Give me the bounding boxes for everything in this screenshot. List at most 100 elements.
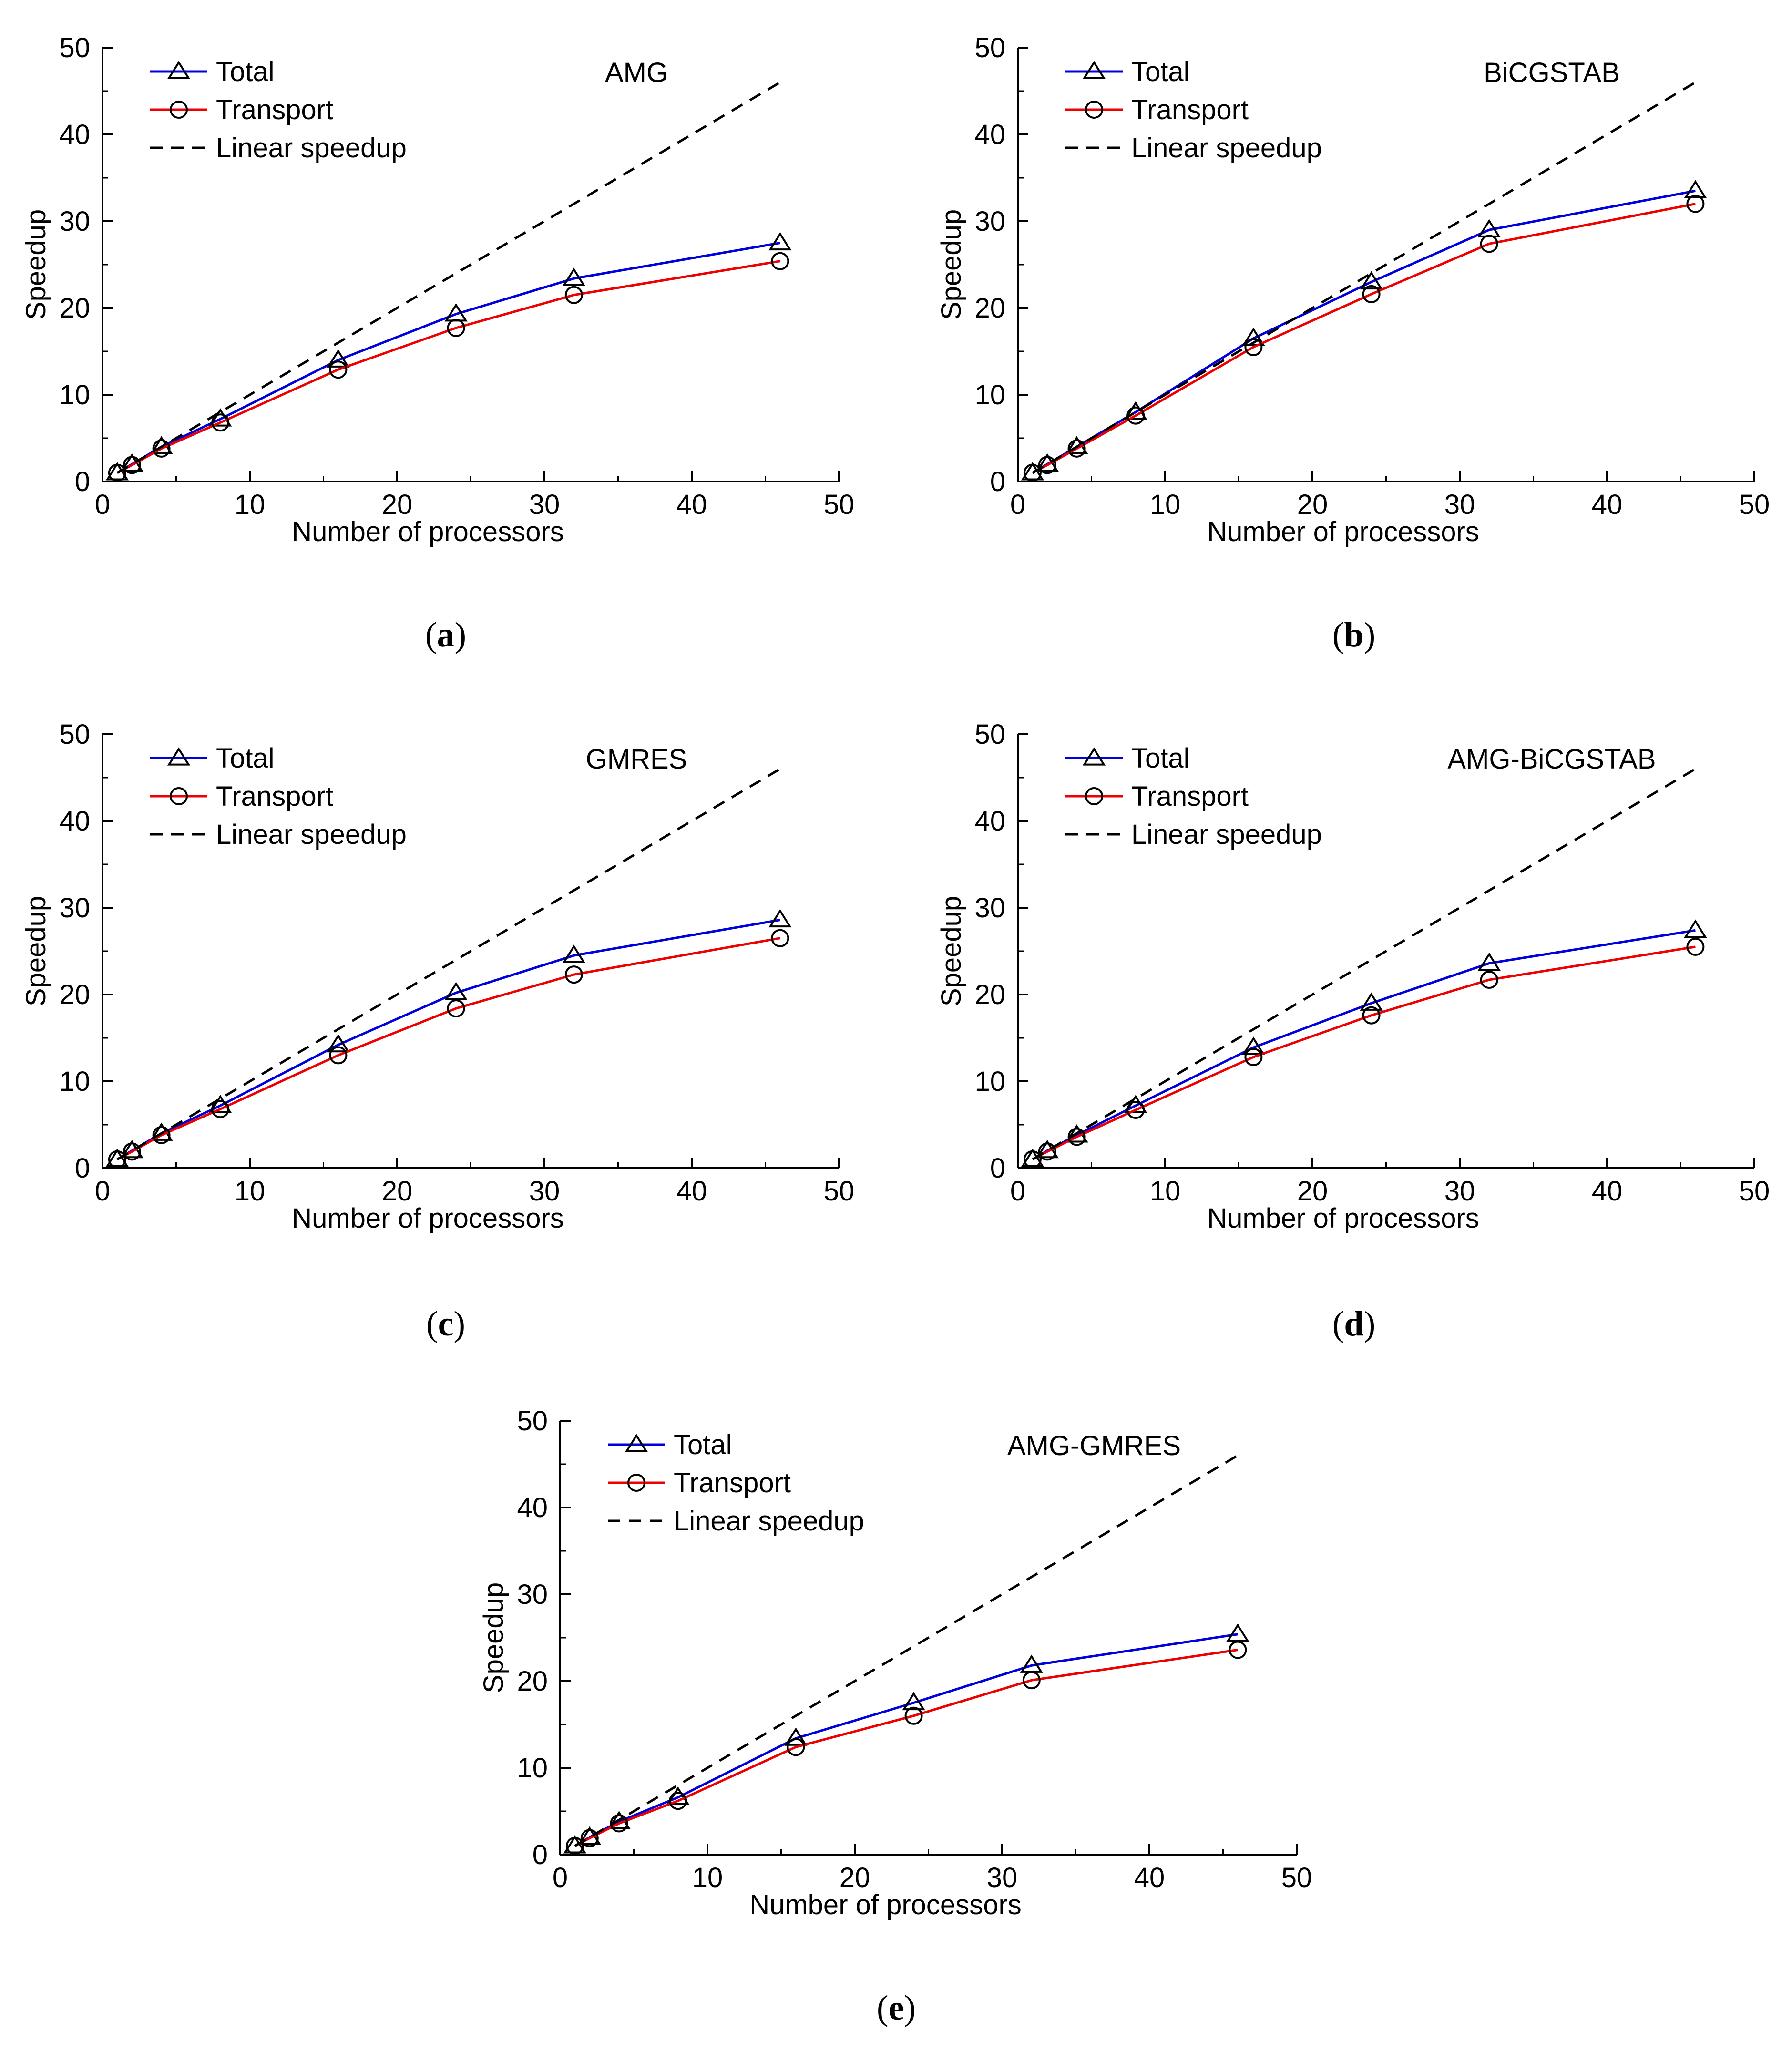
data-point-transport — [1038, 1142, 1056, 1161]
data-point-transport — [1362, 285, 1381, 303]
y-tick-label: 20 — [59, 979, 90, 1010]
data-point-transport — [447, 999, 465, 1018]
data-point-transport — [1023, 463, 1042, 482]
x-tick-label: 20 — [1297, 489, 1328, 520]
x-tick-label: 10 — [1150, 1176, 1181, 1207]
y-tick-label: 50 — [974, 32, 1005, 63]
series-line-linear-speedup — [1032, 81, 1696, 474]
x-tick-label: 0 — [95, 489, 110, 520]
legend-label: Transport — [1131, 94, 1249, 125]
x-tick-label: 50 — [1739, 1176, 1770, 1207]
legend: Total Transport Linear speedup — [608, 1429, 864, 1537]
x-tick-label: 40 — [1592, 1176, 1623, 1207]
data-point-transport — [152, 1126, 171, 1144]
data-point-transport — [1229, 1641, 1247, 1659]
axes: 0 10 20 30 40 50 0 10 20 30 40 50 — [59, 32, 854, 520]
series-line-transport — [1032, 203, 1696, 474]
chart-svg-c: 0 10 20 30 40 50 0 10 20 30 40 50 Number of processo… — [20, 719, 854, 1234]
legend-marker-total — [1082, 61, 1106, 79]
data-point-total — [1242, 1036, 1265, 1055]
x-axis-label: Number of processors — [292, 516, 564, 547]
y-tick-label: 40 — [59, 119, 90, 150]
series-line-transport — [1032, 945, 1696, 1161]
y-tick-label: 30 — [59, 893, 90, 923]
x-tick-label: 40 — [676, 1176, 707, 1207]
y-tick-label: 0 — [75, 1153, 90, 1184]
data-point-transport — [1480, 971, 1498, 989]
plot-area — [105, 81, 792, 482]
data-point-transport — [1126, 1101, 1145, 1119]
legend-label: Total — [674, 1429, 732, 1460]
chart-panel-a: 0 10 20 30 40 50 0 10 20 30 40 50 Number of processo… — [0, 0, 887, 596]
data-point-total — [768, 232, 792, 251]
legend-label: Transport — [1131, 781, 1249, 812]
data-point-transport — [1362, 1006, 1381, 1025]
series-line-total — [1032, 189, 1696, 474]
data-point-transport — [1244, 338, 1263, 356]
legend-marker-transport — [1085, 787, 1103, 805]
y-tick-label: 50 — [59, 719, 90, 750]
legend-label: Total — [1131, 56, 1190, 87]
plot-area — [1021, 768, 1707, 1169]
caption-a: (a) — [425, 616, 467, 655]
legend-label: Transport — [674, 1467, 791, 1498]
data-point-transport — [771, 929, 789, 947]
x-tick-label: 10 — [1150, 489, 1181, 520]
chart-svg-e: 0 10 20 30 40 50 0 10 20 30 40 50 Number of processo… — [478, 1406, 1312, 1920]
series-line-linear-speedup — [116, 768, 781, 1160]
plot-area — [563, 1454, 1249, 1855]
y-tick-label: 30 — [974, 206, 1005, 237]
x-axis-label: Number of processors — [1207, 516, 1479, 547]
data-point-total — [209, 408, 232, 427]
data-point-total — [1242, 327, 1265, 346]
x-tick-label: 0 — [95, 1176, 110, 1207]
legend: Total Transport Linear speedup — [1065, 743, 1322, 850]
data-point-transport — [580, 1829, 599, 1847]
x-tick-label: 50 — [1739, 489, 1770, 520]
y-tick-label: 40 — [974, 119, 1005, 150]
data-point-total — [209, 1095, 232, 1113]
legend-label: Transport — [216, 94, 333, 125]
y-tick-label: 20 — [974, 293, 1005, 324]
chart-panel-e: 0 10 20 30 40 50 0 10 20 30 40 50 Number of processo… — [458, 1373, 1344, 1969]
data-point-transport — [1022, 1671, 1041, 1690]
x-tick-label: 30 — [529, 489, 560, 520]
data-point-transport — [669, 1792, 687, 1810]
chart-title: BiCGSTAB — [1484, 57, 1620, 88]
x-tick-label: 0 — [1010, 489, 1025, 520]
legend: Total Transport Linear speedup — [150, 56, 407, 164]
data-point-total — [1124, 401, 1147, 420]
y-axis-label: Speedup — [20, 209, 51, 320]
data-point-total — [327, 1034, 350, 1053]
data-point-transport — [1686, 195, 1705, 213]
plot-area — [1021, 81, 1707, 482]
chart-title: AMG-BiCGSTAB — [1447, 744, 1656, 775]
chart-svg-d: 0 10 20 30 40 50 0 10 20 30 40 50 Number of processo… — [936, 719, 1770, 1234]
x-axis-label: Number of processors — [292, 1203, 564, 1234]
x-tick-label: 20 — [1297, 1176, 1328, 1207]
legend-marker-total — [167, 61, 191, 79]
axes: 0 10 20 30 40 50 0 10 20 30 40 50 — [59, 719, 854, 1207]
data-point-total — [562, 267, 585, 286]
legend-label: Linear speedup — [216, 819, 407, 850]
x-tick-label: 40 — [1592, 489, 1623, 520]
x-tick-label: 50 — [824, 489, 855, 520]
data-point-transport — [123, 1142, 141, 1161]
legend-marker-total — [167, 747, 191, 766]
legend-label: Transport — [216, 781, 333, 812]
y-tick-label: 40 — [59, 806, 90, 837]
plot-area — [105, 768, 792, 1169]
x-tick-label: 10 — [692, 1862, 723, 1893]
data-point-transport — [123, 456, 141, 474]
x-tick-label: 10 — [235, 1176, 266, 1207]
y-tick-label: 0 — [990, 1153, 1005, 1184]
y-tick-label: 20 — [517, 1666, 548, 1697]
data-point-transport — [1023, 1150, 1042, 1169]
data-point-total — [1360, 992, 1383, 1011]
data-point-total — [444, 982, 468, 1001]
x-tick-label: 30 — [1444, 1176, 1475, 1207]
y-tick-label: 40 — [974, 806, 1005, 837]
y-tick-label: 20 — [974, 979, 1005, 1010]
y-tick-label: 0 — [75, 466, 90, 497]
data-point-transport — [329, 360, 348, 379]
